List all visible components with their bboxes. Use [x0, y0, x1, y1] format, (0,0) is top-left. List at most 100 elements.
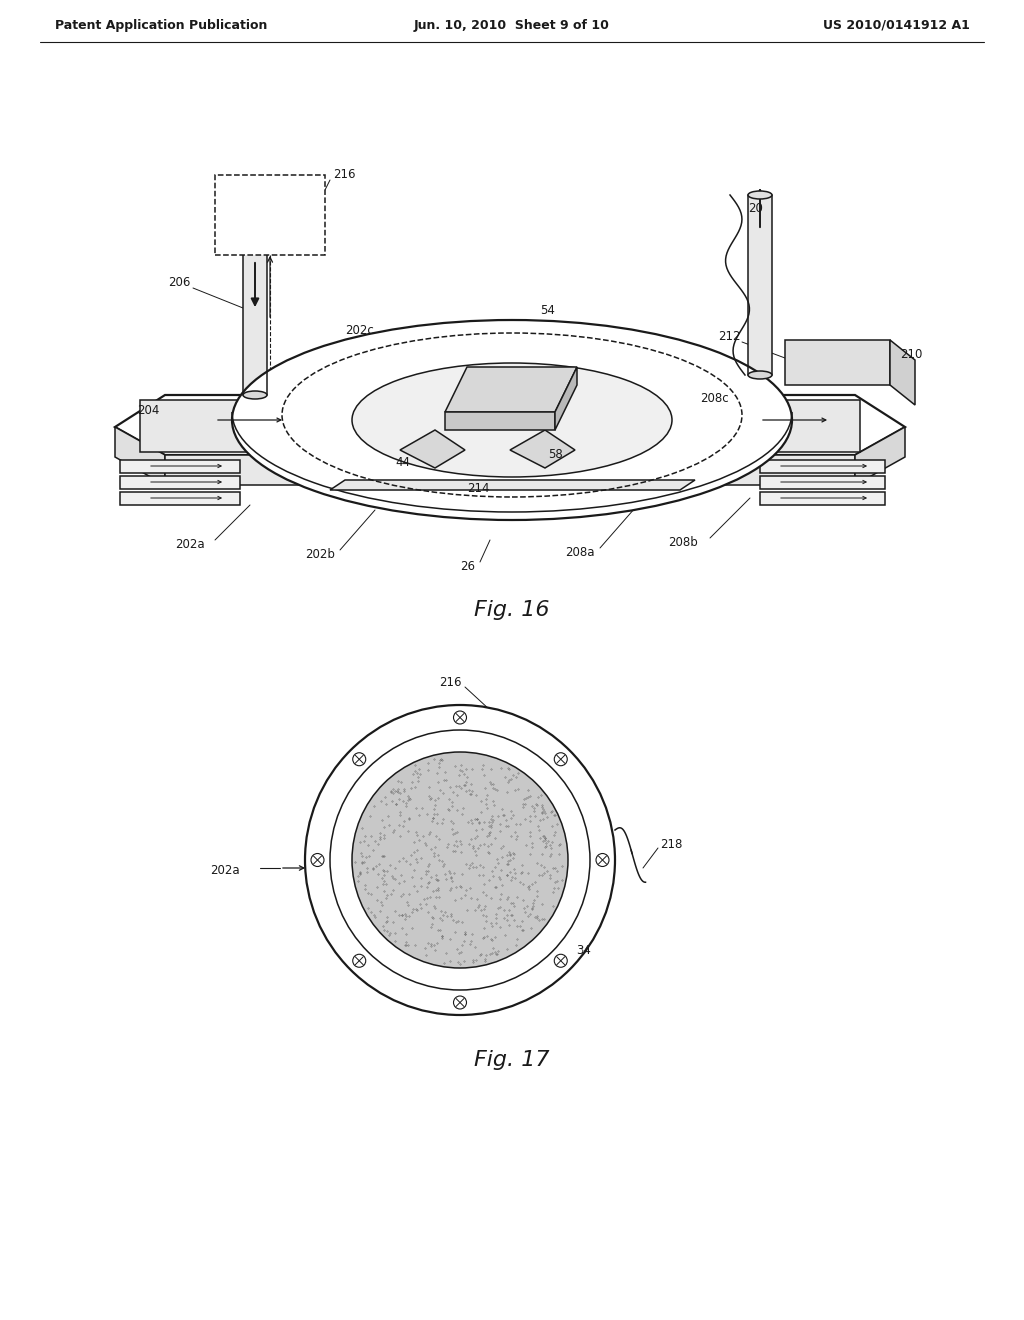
Point	[499, 904, 515, 925]
Text: 202a: 202a	[210, 863, 240, 876]
Point	[505, 764, 521, 785]
Point	[534, 865, 550, 886]
Point	[480, 842, 497, 863]
Point	[454, 863, 470, 884]
Point	[427, 795, 443, 816]
Point	[398, 891, 415, 912]
Point	[467, 841, 483, 862]
Point	[443, 876, 460, 898]
Point	[393, 904, 410, 925]
Point	[519, 876, 536, 898]
Point	[362, 884, 379, 906]
Point	[379, 920, 395, 941]
Point	[401, 906, 418, 927]
Point	[437, 863, 454, 884]
Point	[546, 825, 562, 846]
Point	[489, 941, 506, 962]
Point	[467, 809, 483, 830]
Point	[535, 795, 551, 816]
Point	[351, 863, 368, 884]
Point	[449, 830, 465, 851]
Point	[544, 816, 560, 837]
Point	[377, 787, 393, 808]
Point	[385, 783, 401, 804]
Point	[464, 853, 480, 874]
Point	[517, 834, 534, 855]
Point	[477, 949, 494, 970]
Point	[536, 825, 552, 846]
Point	[508, 814, 524, 836]
Point	[476, 895, 493, 916]
Point	[443, 810, 460, 832]
Point	[445, 781, 462, 803]
Point	[443, 795, 460, 816]
Point	[505, 858, 521, 879]
Point	[543, 843, 559, 865]
Point	[378, 874, 394, 895]
Point	[462, 878, 478, 899]
Point	[522, 810, 539, 832]
Point	[357, 825, 374, 846]
Point	[441, 863, 458, 884]
Point	[412, 894, 428, 915]
Text: 212: 212	[718, 330, 740, 343]
Point	[397, 909, 414, 931]
Point	[519, 862, 536, 883]
Point	[436, 902, 453, 923]
Point	[395, 816, 412, 837]
Point	[372, 826, 388, 847]
Point	[372, 900, 388, 921]
Point	[486, 876, 503, 898]
Point	[500, 887, 516, 908]
Point	[532, 785, 549, 807]
Point	[438, 837, 455, 858]
Point	[484, 861, 501, 882]
Point	[469, 825, 485, 846]
Ellipse shape	[352, 752, 366, 766]
Ellipse shape	[748, 371, 772, 379]
Point	[462, 933, 478, 954]
Point	[454, 760, 470, 781]
Point	[428, 887, 444, 908]
Point	[464, 924, 480, 945]
Point	[517, 793, 534, 814]
Point	[476, 833, 493, 854]
Point	[376, 846, 392, 867]
Point	[514, 890, 530, 911]
Point	[502, 862, 518, 883]
Point	[357, 846, 374, 867]
Point	[420, 752, 436, 774]
Point	[408, 755, 424, 776]
Point	[543, 838, 559, 859]
Point	[379, 907, 395, 928]
Point	[376, 865, 392, 886]
Point	[391, 804, 408, 825]
Point	[452, 830, 468, 851]
Point	[539, 861, 555, 882]
Point	[352, 843, 369, 865]
Point	[477, 950, 494, 972]
Point	[525, 890, 542, 911]
Point	[429, 879, 445, 900]
Point	[446, 890, 463, 911]
Point	[501, 900, 517, 921]
Point	[407, 777, 423, 799]
Point	[389, 780, 406, 801]
Point	[437, 942, 454, 964]
Point	[422, 822, 438, 843]
Point	[457, 775, 473, 796]
Point	[369, 890, 385, 911]
Point	[480, 816, 497, 837]
Point	[445, 909, 462, 931]
Text: Patent Application Publication: Patent Application Publication	[55, 18, 267, 32]
Point	[487, 944, 504, 965]
Point	[357, 874, 374, 895]
Point	[443, 906, 460, 927]
Polygon shape	[243, 220, 267, 395]
Point	[488, 780, 505, 801]
Point	[376, 828, 392, 849]
Point	[496, 900, 512, 921]
Point	[499, 865, 515, 886]
Point	[476, 899, 493, 920]
Point	[444, 824, 461, 845]
